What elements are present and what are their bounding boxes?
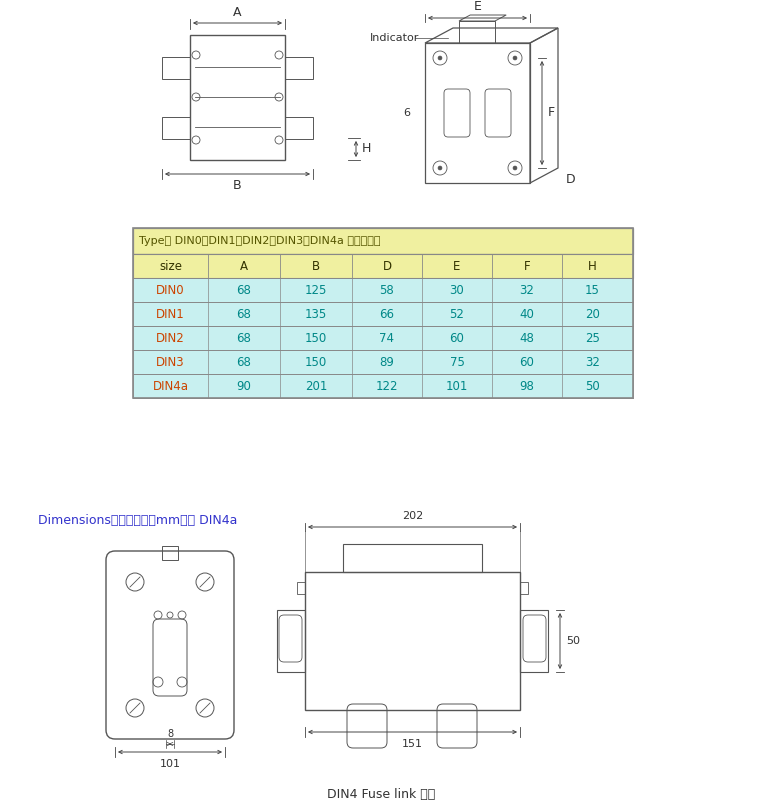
Text: 30: 30	[450, 284, 464, 297]
Text: 68: 68	[236, 284, 251, 297]
Text: 202: 202	[402, 511, 423, 521]
Bar	[133, 374, 633, 398]
Text: 125: 125	[305, 284, 327, 297]
Bar	[343, 544, 482, 572]
Text: 68: 68	[236, 332, 251, 345]
Text: 20: 20	[585, 307, 600, 320]
Text: 40: 40	[520, 307, 534, 320]
Text: E: E	[473, 0, 482, 13]
Text: DIN1: DIN1	[156, 307, 185, 320]
Text: 48: 48	[520, 332, 534, 345]
Bar	[133, 302, 633, 326]
Text: 32: 32	[520, 284, 534, 297]
Text: 50: 50	[566, 636, 580, 646]
Bar	[162, 546, 178, 560]
Text: 50: 50	[585, 380, 600, 393]
Bar	[133, 278, 633, 302]
Text: F: F	[523, 260, 530, 272]
Bar	[162, 57, 190, 79]
Text: 68: 68	[236, 355, 251, 368]
Bar	[162, 117, 190, 139]
Text: 101: 101	[446, 380, 468, 393]
Text: D: D	[383, 260, 392, 272]
Text: A: A	[233, 6, 242, 19]
Text: DIN0: DIN0	[156, 284, 185, 297]
Text: Type： DIN0、DIN1、DIN2、DIN3、DIN4a 尺寸示意图: Type： DIN0、DIN1、DIN2、DIN3、DIN4a 尺寸示意图	[139, 236, 380, 246]
Bar	[285, 117, 313, 139]
Bar	[190, 35, 285, 160]
Text: 90: 90	[236, 380, 251, 393]
Bar	[277, 610, 305, 672]
Text: size: size	[159, 260, 182, 272]
Text: 25: 25	[585, 332, 600, 345]
Text: DIN2: DIN2	[156, 332, 185, 345]
Text: B: B	[312, 260, 320, 272]
Text: 8: 8	[167, 729, 173, 739]
Bar	[425, 43, 530, 183]
Text: 122: 122	[376, 380, 399, 393]
Bar	[133, 228, 633, 254]
Text: F: F	[548, 106, 555, 119]
Bar	[133, 254, 633, 278]
Bar	[520, 610, 548, 672]
Text: 135: 135	[305, 307, 327, 320]
Text: A: A	[240, 260, 248, 272]
Text: 15: 15	[585, 284, 600, 297]
Text: 74: 74	[379, 332, 395, 345]
Text: 150: 150	[305, 355, 327, 368]
Text: DIN4a: DIN4a	[152, 380, 188, 393]
Circle shape	[513, 56, 517, 60]
Text: DIN3: DIN3	[156, 355, 185, 368]
Bar	[285, 57, 313, 79]
Text: 60: 60	[450, 332, 464, 345]
Text: 201: 201	[305, 380, 327, 393]
Text: 151: 151	[402, 739, 423, 749]
Text: B: B	[233, 179, 242, 192]
Text: 60: 60	[520, 355, 534, 368]
Text: Dimensions安装尺寸图（mm）： DIN4a: Dimensions安装尺寸图（mm）： DIN4a	[38, 513, 238, 526]
Text: 58: 58	[379, 284, 395, 297]
Text: 150: 150	[305, 332, 327, 345]
Text: Indicator: Indicator	[370, 33, 419, 43]
Text: 6: 6	[404, 108, 411, 118]
Text: 75: 75	[450, 355, 464, 368]
Text: E: E	[453, 260, 461, 272]
Bar	[305, 572, 520, 710]
Text: DIN4 Fuse link 熔体: DIN4 Fuse link 熔体	[327, 788, 435, 801]
Text: 68: 68	[236, 307, 251, 320]
Text: 89: 89	[379, 355, 395, 368]
Bar	[133, 350, 633, 374]
Bar	[520, 582, 528, 594]
Bar	[133, 326, 633, 350]
Bar	[297, 582, 305, 594]
Text: 101: 101	[159, 759, 181, 769]
Text: 32: 32	[585, 355, 600, 368]
Circle shape	[438, 166, 442, 170]
Bar	[133, 228, 633, 398]
Text: 66: 66	[379, 307, 395, 320]
Text: H: H	[588, 260, 597, 272]
Text: D: D	[566, 173, 575, 186]
Bar	[459, 21, 495, 43]
Text: 52: 52	[450, 307, 464, 320]
Circle shape	[438, 56, 442, 60]
Circle shape	[513, 166, 517, 170]
Text: 98: 98	[520, 380, 534, 393]
Text: H: H	[362, 143, 371, 156]
